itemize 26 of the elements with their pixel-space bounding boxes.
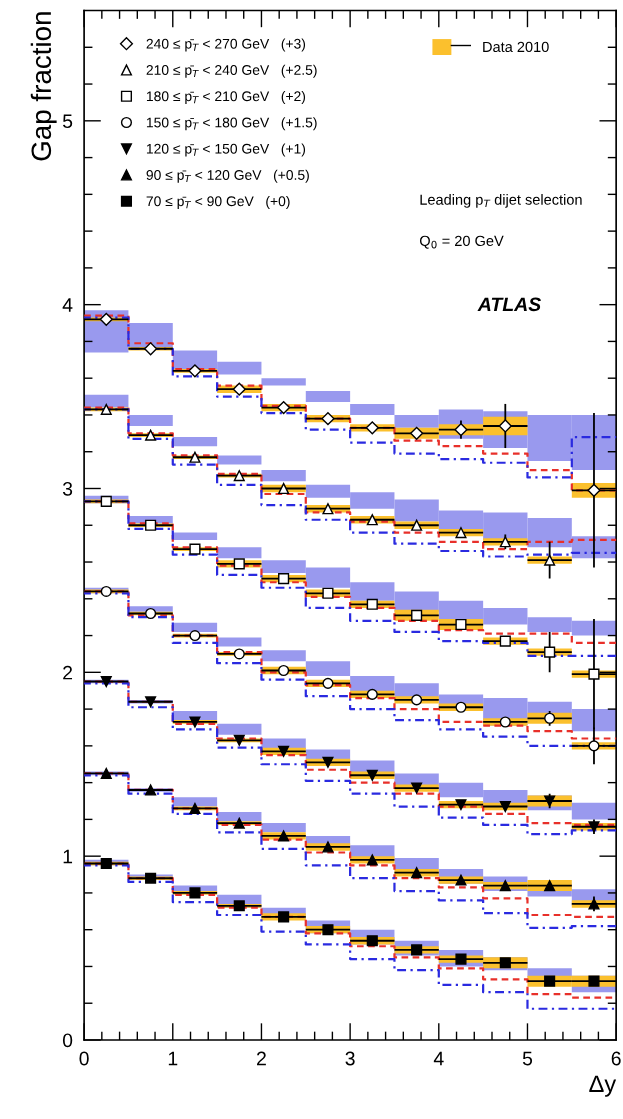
y-tick-label: 1 [63,849,73,864]
legend-label: Data 2010 [483,41,549,53]
legend-label: 70 ≤ p̄$_{T}$ < 90 GeV (+0) [146,195,290,209]
legend-label: 180 ≤ p̄$_{T}$ < 210 GeV (+2) [146,90,306,104]
y-tick-label: 3 [62,481,73,496]
x-tick-label: 5 [522,1051,533,1066]
legend-label: 90 ≤ p̄$_{T}$ < 120 GeV (+0.5) [146,169,309,183]
y-tick-label: 4 [62,298,73,312]
y-tick-label: 2 [63,665,73,680]
annotation: ATLAS [477,297,541,312]
y-axis-title: Gap fraction [30,12,57,161]
y-tick-label: 0 [62,1033,73,1048]
legend-label: 120 ≤ p̄$_{T}$ < 150 GeV (+1) [146,143,306,157]
x-tick-label: 6 [611,1051,621,1066]
x-tick-label: 3 [345,1051,355,1066]
x-tick-label: 4 [433,1051,444,1066]
y-tick-label: 5 [62,114,73,129]
annotation: Q$_{0}$ = 20 GeV [419,235,504,249]
x-tick-label: 2 [257,1051,266,1066]
annotation: Leading p$_{T}$ dijet selection [420,194,582,208]
legend-label: 210 ≤ p̄$_{T}$ < 240 GeV (+2.5) [146,64,317,78]
x-tick-label: 1 [168,1051,178,1066]
legend-label: 240 ≤ p̄$_{T}$ < 270 GeV (+3) [146,38,306,52]
x-axis-title: Δy [589,1075,617,1097]
legend-label: 150 ≤ p̄$_{T}$ < 180 GeV (+1.5) [146,117,317,131]
x-tick-label: 0 [79,1051,89,1066]
